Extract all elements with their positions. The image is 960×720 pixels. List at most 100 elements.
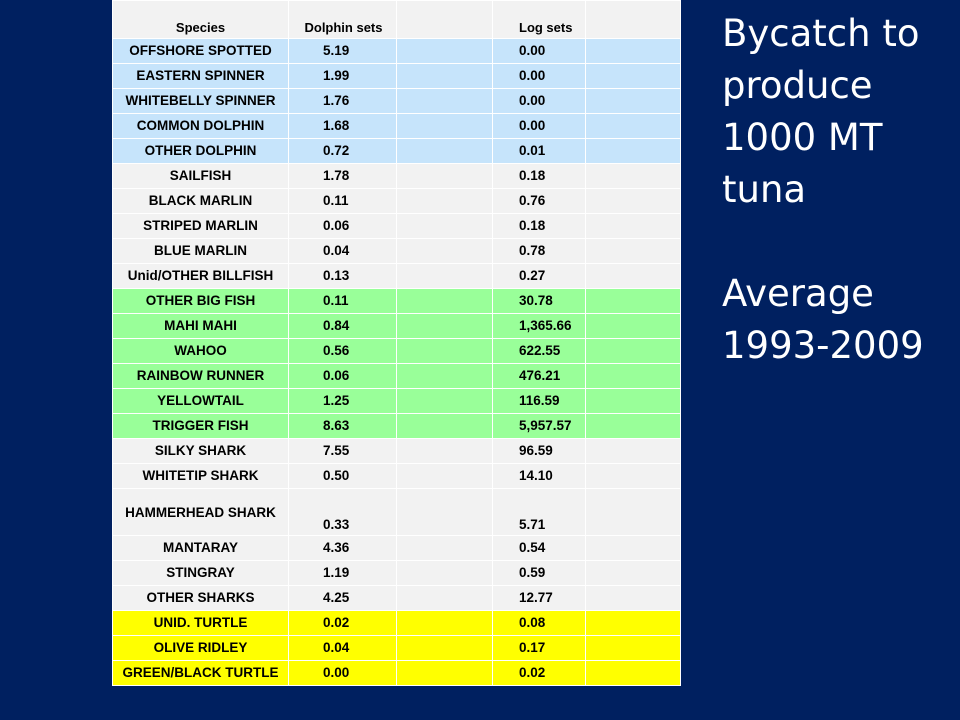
species-cell: OTHER BIG FISH xyxy=(112,288,289,314)
table-row: BLACK MARLIN 0.11 0.76 xyxy=(112,188,681,214)
dolphin-sets-cell: 7.55 xyxy=(288,438,397,464)
end-cell xyxy=(585,88,681,114)
species-cell: UNID. TURTLE xyxy=(112,610,289,636)
log-sets-cell: 0.00 xyxy=(492,38,586,64)
species-cell: TRIGGER FISH xyxy=(112,413,289,439)
gap-cell xyxy=(396,463,493,489)
species-cell: MANTARAY xyxy=(112,535,289,561)
log-sets-cell: 0.17 xyxy=(492,635,586,661)
dolphin-sets-cell: 0.84 xyxy=(288,313,397,339)
log-sets-cell: 0.54 xyxy=(492,535,586,561)
header-log-sets: Log sets xyxy=(492,0,586,39)
species-cell: SILKY SHARK xyxy=(112,438,289,464)
dolphin-sets-cell: 0.04 xyxy=(288,635,397,661)
gap-cell xyxy=(396,313,493,339)
end-cell xyxy=(585,488,681,536)
bycatch-table-wrap: Species Dolphin sets Log sets OFFSHORE S… xyxy=(112,0,681,686)
gap-cell xyxy=(396,38,493,64)
gap-cell xyxy=(396,610,493,636)
caption-spacer xyxy=(722,216,952,268)
end-cell xyxy=(585,363,681,389)
gap-cell xyxy=(396,413,493,439)
species-cell: OTHER DOLPHIN xyxy=(112,138,289,164)
gap-cell xyxy=(396,488,493,536)
table-row: WHITEBELLY SPINNER 1.76 0.00 xyxy=(112,88,681,114)
species-cell: OTHER SHARKS xyxy=(112,585,289,611)
dolphin-sets-cell: 0.56 xyxy=(288,338,397,364)
dolphin-sets-cell: 1.68 xyxy=(288,113,397,139)
end-cell xyxy=(585,63,681,89)
table-row: Unid/OTHER BILLFISH 0.13 0.27 xyxy=(112,263,681,289)
dolphin-sets-cell: 1.78 xyxy=(288,163,397,189)
table-row: WAHOO 0.56 622.55 xyxy=(112,338,681,364)
table-row: SILKY SHARK 7.55 96.59 xyxy=(112,438,681,464)
species-cell: WAHOO xyxy=(112,338,289,364)
log-sets-cell: 0.76 xyxy=(492,188,586,214)
end-cell xyxy=(585,238,681,264)
species-cell: COMMON DOLPHIN xyxy=(112,113,289,139)
header-end-cell xyxy=(585,0,681,39)
gap-cell xyxy=(396,113,493,139)
table-row: BLUE MARLIN 0.04 0.78 xyxy=(112,238,681,264)
log-sets-cell: 5,957.57 xyxy=(492,413,586,439)
gap-cell xyxy=(396,63,493,89)
gap-cell xyxy=(396,560,493,586)
log-sets-cell: 0.01 xyxy=(492,138,586,164)
gap-cell xyxy=(396,263,493,289)
table-row: OTHER DOLPHIN 0.72 0.01 xyxy=(112,138,681,164)
gap-cell xyxy=(396,535,493,561)
log-sets-cell: 12.77 xyxy=(492,585,586,611)
end-cell xyxy=(585,610,681,636)
dolphin-sets-cell: 0.06 xyxy=(288,213,397,239)
caption-line-4: tuna xyxy=(722,168,807,211)
table-row: YELLOWTAIL 1.25 116.59 xyxy=(112,388,681,414)
gap-cell xyxy=(396,288,493,314)
log-sets-cell: 0.00 xyxy=(492,63,586,89)
table-row: OFFSHORE SPOTTED 5.19 0.00 xyxy=(112,38,681,64)
end-cell xyxy=(585,585,681,611)
log-sets-cell: 0.00 xyxy=(492,88,586,114)
dolphin-sets-cell: 0.13 xyxy=(288,263,397,289)
species-cell: MAHI MAHI xyxy=(112,313,289,339)
dolphin-sets-cell: 0.06 xyxy=(288,363,397,389)
gap-cell xyxy=(396,88,493,114)
dolphin-sets-cell: 0.00 xyxy=(288,660,397,686)
end-cell xyxy=(585,213,681,239)
species-cell: YELLOWTAIL xyxy=(112,388,289,414)
species-cell: STRIPED MARLIN xyxy=(112,213,289,239)
species-cell: HAMMERHEAD SHARK xyxy=(112,488,289,536)
end-cell xyxy=(585,413,681,439)
table-row: SAILFISH 1.78 0.18 xyxy=(112,163,681,189)
dolphin-sets-cell: 8.63 xyxy=(288,413,397,439)
table-row: GREEN/BLACK TURTLE 0.00 0.02 xyxy=(112,660,681,686)
table-row: OLIVE RIDLEY 0.04 0.17 xyxy=(112,635,681,661)
table-row: STRIPED MARLIN 0.06 0.18 xyxy=(112,213,681,239)
end-cell xyxy=(585,263,681,289)
log-sets-cell: 0.27 xyxy=(492,263,586,289)
table-row: RAINBOW RUNNER 0.06 476.21 xyxy=(112,363,681,389)
dolphin-sets-cell: 4.25 xyxy=(288,585,397,611)
log-sets-cell: 0.18 xyxy=(492,213,586,239)
dolphin-sets-cell: 0.50 xyxy=(288,463,397,489)
table-row: MAHI MAHI 0.84 1,365.66 xyxy=(112,313,681,339)
species-cell: STINGRAY xyxy=(112,560,289,586)
species-cell: GREEN/BLACK TURTLE xyxy=(112,660,289,686)
gap-cell xyxy=(396,138,493,164)
dolphin-sets-cell: 1.99 xyxy=(288,63,397,89)
gap-cell xyxy=(396,635,493,661)
end-cell xyxy=(585,188,681,214)
slide-caption: Bycatch to produce 1000 MT tuna Average … xyxy=(722,8,952,372)
dolphin-sets-cell: 0.04 xyxy=(288,238,397,264)
end-cell xyxy=(585,313,681,339)
gap-cell xyxy=(396,660,493,686)
end-cell xyxy=(585,338,681,364)
log-sets-cell: 622.55 xyxy=(492,338,586,364)
log-sets-cell: 0.18 xyxy=(492,163,586,189)
table-row: TRIGGER FISH 8.63 5,957.57 xyxy=(112,413,681,439)
gap-cell xyxy=(396,438,493,464)
dolphin-sets-cell: 1.76 xyxy=(288,88,397,114)
dolphin-sets-cell: 0.02 xyxy=(288,610,397,636)
end-cell xyxy=(585,288,681,314)
log-sets-cell: 116.59 xyxy=(492,388,586,414)
log-sets-cell: 0.02 xyxy=(492,660,586,686)
